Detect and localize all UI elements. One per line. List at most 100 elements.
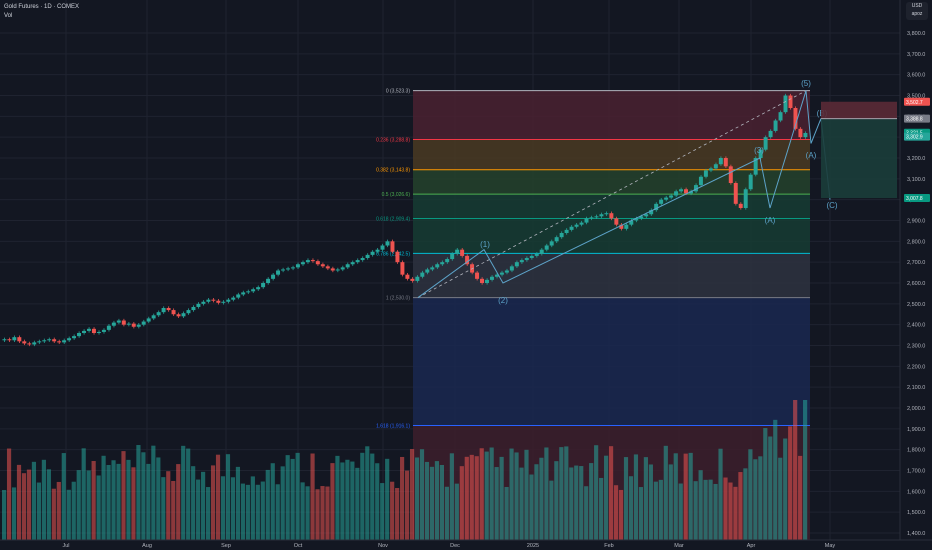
volume-bar <box>305 486 310 540</box>
candle-body <box>410 278 415 281</box>
candle-body <box>509 266 514 271</box>
elliott-wave-path <box>417 90 831 298</box>
volume-bar <box>414 457 420 540</box>
volume-bar <box>186 448 191 540</box>
y-tick-label: 1,500.0 <box>907 510 925 516</box>
fib-level-label: 1 (2,530.0) <box>386 296 411 302</box>
volume-bar <box>16 464 22 540</box>
y-tick-label: 3,100.0 <box>907 177 925 183</box>
candle-body <box>793 108 798 129</box>
fib-zone <box>413 297 810 426</box>
candle-body <box>82 330 86 333</box>
wave-label: (2) <box>498 296 508 305</box>
volume-bar <box>733 486 738 540</box>
candle-body <box>106 325 111 330</box>
volume-bar <box>2 490 7 540</box>
volume-bar <box>663 445 668 540</box>
candle-body <box>584 218 589 223</box>
candle-body <box>489 276 494 280</box>
candle-body <box>131 323 136 327</box>
volume-bar <box>604 455 609 540</box>
volume-bar <box>454 483 459 540</box>
candle-body <box>276 270 281 275</box>
volume-bar <box>240 483 245 540</box>
volume-bar <box>76 470 81 540</box>
volume-bar <box>375 463 380 540</box>
candle-body <box>370 251 375 255</box>
volume-bar <box>419 449 425 540</box>
candle-body <box>345 264 350 268</box>
price-tag-target: 3,007.8 <box>906 196 923 202</box>
candle-body <box>290 267 295 269</box>
candle-body <box>355 260 360 263</box>
candle-body <box>295 264 300 268</box>
volume-bar <box>703 479 708 540</box>
candle-body <box>485 279 489 283</box>
candle-body <box>554 237 559 242</box>
candle-body <box>42 340 47 342</box>
volume-bar <box>678 483 683 540</box>
fib-level-label: 0.236 (3,288.8) <box>376 138 410 144</box>
candle-body <box>534 253 539 256</box>
volume-bar <box>524 449 529 540</box>
candle-body <box>579 222 584 225</box>
volume-bar <box>594 445 599 540</box>
candle-body <box>27 343 32 345</box>
wave-label: (A) <box>765 216 776 225</box>
volume-bar <box>683 453 688 540</box>
candle-body <box>788 95 793 108</box>
candle-body <box>300 262 305 265</box>
volume-bar <box>409 449 415 540</box>
price-axis-currency[interactable]: USD apoz <box>906 2 928 20</box>
wave-label: (3) <box>754 146 764 155</box>
volume-bar <box>758 456 763 540</box>
candle-body <box>664 197 669 200</box>
candle-body <box>450 253 455 260</box>
y-tick-label: 1,400.0 <box>907 531 925 537</box>
candle-body <box>475 272 480 279</box>
candle-body <box>201 301 206 304</box>
volume-bar <box>355 467 360 540</box>
volume-bar <box>509 448 514 540</box>
risk-zone <box>821 101 897 119</box>
candle-body <box>57 341 62 343</box>
candle-body <box>728 166 733 183</box>
candle-body <box>564 229 569 233</box>
unit-label: apoz <box>911 11 923 17</box>
volume-bar <box>101 455 106 540</box>
volume-bar <box>260 481 265 540</box>
candle-body <box>599 214 604 217</box>
volume-bar <box>599 477 604 540</box>
price-tag-last: 3,502.7 <box>906 100 923 106</box>
candle-body <box>17 337 22 342</box>
volume-bar <box>86 470 91 540</box>
volume-bar <box>340 462 345 540</box>
candle-body <box>669 195 674 198</box>
wave-label: (1) <box>480 240 490 249</box>
volume-bar <box>6 448 12 540</box>
x-tick-label: Feb <box>604 543 613 549</box>
fib-zone <box>413 253 810 298</box>
volume-bar <box>429 466 435 540</box>
volume-bar <box>220 476 226 540</box>
candle-body <box>390 241 395 252</box>
candle-body <box>246 291 251 293</box>
volume-bar <box>469 454 474 540</box>
volume-bar <box>728 482 733 540</box>
candle-body <box>539 249 544 254</box>
x-tick-label: Mar <box>674 543 684 549</box>
x-tick-label: Jul <box>62 543 69 549</box>
candle-body <box>216 300 221 303</box>
candle-body <box>445 259 450 263</box>
candle-body <box>420 272 425 277</box>
candle-body <box>763 137 768 150</box>
candle-body <box>748 174 753 190</box>
volume-bar <box>71 481 76 540</box>
volume-bar <box>131 467 136 540</box>
volume-bar <box>111 460 116 540</box>
volume-bar <box>280 466 285 540</box>
y-tick-label: 1,800.0 <box>907 448 925 454</box>
candle-body <box>156 312 161 316</box>
fib-level-label: 0.786 (2,742.5) <box>376 251 410 257</box>
